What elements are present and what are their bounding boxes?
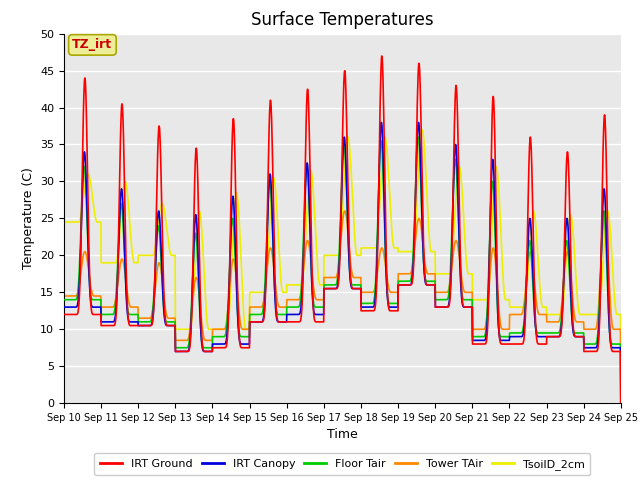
- X-axis label: Time: Time: [327, 429, 358, 442]
- Text: TZ_irt: TZ_irt: [72, 38, 113, 51]
- Y-axis label: Temperature (C): Temperature (C): [22, 168, 35, 269]
- Legend: IRT Ground, IRT Canopy, Floor Tair, Tower TAir, TsoilD_2cm: IRT Ground, IRT Canopy, Floor Tair, Towe…: [95, 453, 590, 475]
- Title: Surface Temperatures: Surface Temperatures: [251, 11, 434, 29]
